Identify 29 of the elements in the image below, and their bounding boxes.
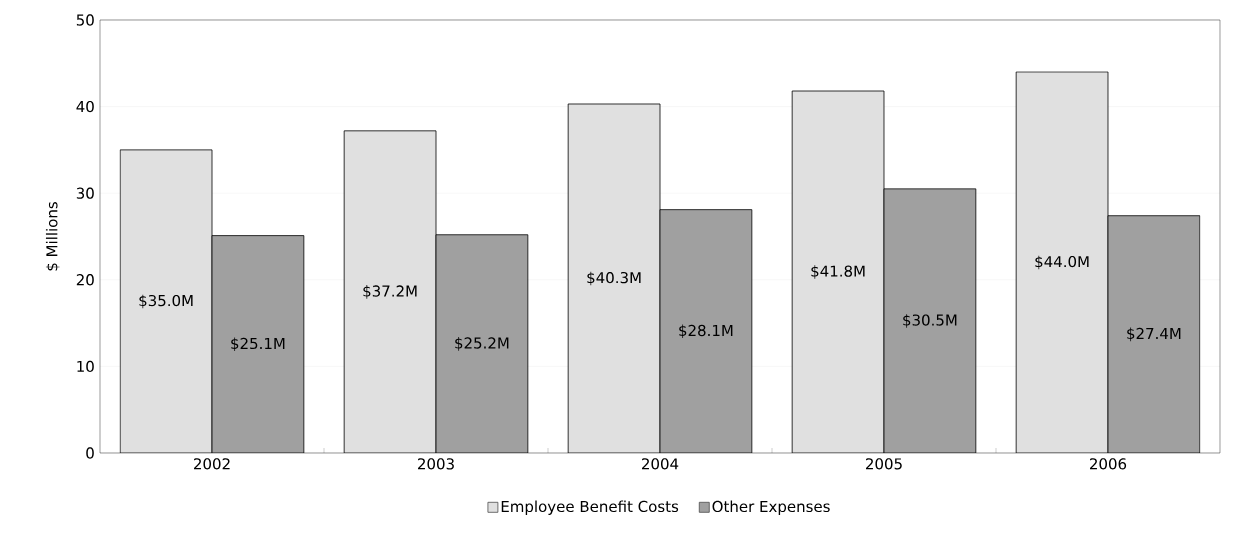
x-tick-label: 2004 — [642, 458, 679, 470]
x-tick-label: 2006 — [1090, 458, 1127, 470]
y-axis-title: $ Millions — [45, 202, 60, 271]
x-tick-label: 2002 — [194, 458, 230, 470]
bar — [435, 234, 529, 453]
data-label: $30.5M — [903, 314, 957, 328]
y-tick-label: 20 — [76, 274, 94, 286]
x-tick-label: 2003 — [418, 458, 454, 470]
data-label: $40.3M — [587, 271, 641, 286]
data-label: $28.1M — [679, 324, 733, 339]
data-label: $27.4M — [1127, 327, 1181, 342]
data-label: $35.0M — [139, 294, 193, 309]
data-label: $44.0M — [1035, 255, 1089, 270]
data-label: $25.2M — [455, 337, 509, 351]
y-tick-label: 30 — [76, 187, 94, 199]
bar — [659, 209, 753, 453]
y-tick-label: 50 — [76, 14, 94, 26]
y-tick-label: 10 — [77, 360, 94, 373]
x-tick-label: 2005 — [866, 458, 902, 470]
data-label: $41.8M — [811, 265, 865, 279]
legend-label: Other Expenses — [712, 500, 830, 515]
data-label: $25.1M — [231, 337, 285, 352]
data-label: $37.2M — [363, 285, 417, 299]
bar — [884, 188, 976, 453]
y-tick-label: 0 — [86, 447, 94, 459]
legend-label: Employee Benefit Costs — [501, 500, 679, 515]
bar — [211, 235, 305, 453]
bar — [1107, 215, 1201, 453]
y-tick-label: 40 — [76, 100, 94, 113]
